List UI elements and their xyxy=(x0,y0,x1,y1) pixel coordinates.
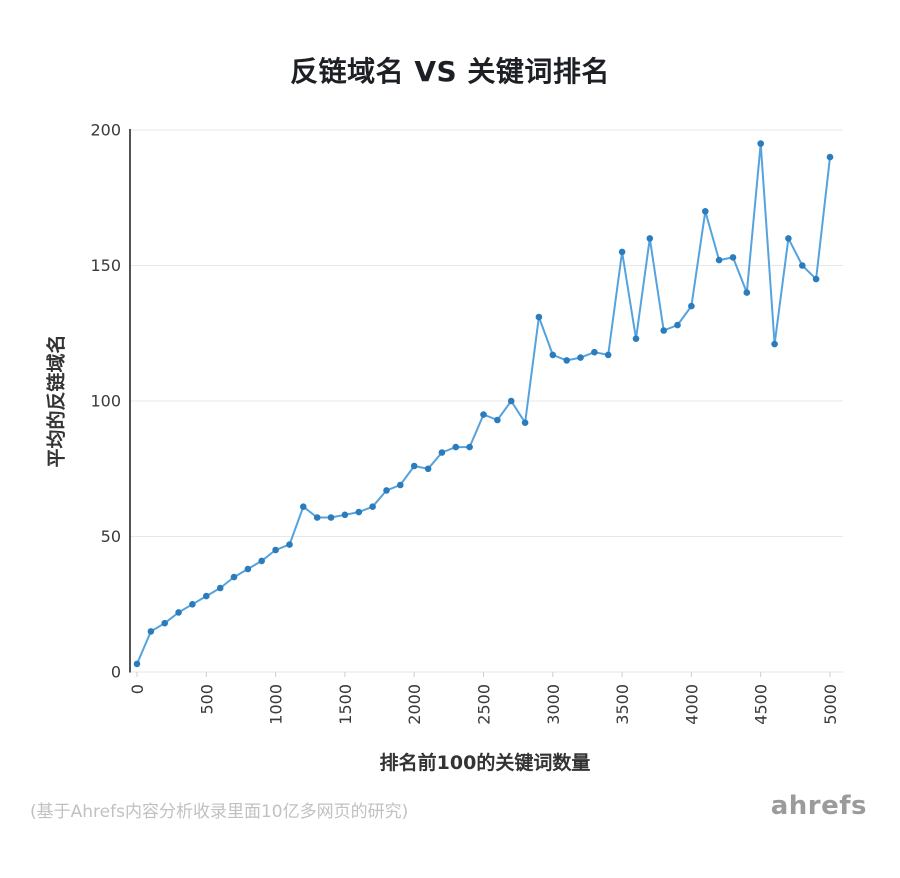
data-point xyxy=(715,256,723,264)
data-point xyxy=(230,573,238,581)
y-tick-label: 200 xyxy=(90,121,121,140)
x-tick-label: 5000 xyxy=(821,684,840,725)
data-point xyxy=(466,443,473,451)
data-point xyxy=(438,449,446,456)
data-point xyxy=(161,619,168,627)
data-point xyxy=(591,348,598,356)
data-point xyxy=(799,262,806,269)
data-point xyxy=(424,465,432,473)
data-point xyxy=(147,628,155,635)
data-point xyxy=(812,275,820,283)
y-tick-label: 50 xyxy=(101,527,121,546)
data-point xyxy=(563,357,570,364)
data-point xyxy=(521,419,529,427)
data-point xyxy=(369,503,376,511)
data-point xyxy=(729,254,737,261)
data-point xyxy=(258,557,266,565)
data-point xyxy=(480,411,487,418)
chart-title: 反链域名 VS 关键词排名 xyxy=(290,55,610,88)
data-point xyxy=(410,462,418,470)
data-point xyxy=(397,481,404,489)
data-point xyxy=(632,335,640,343)
data-point xyxy=(327,514,335,521)
data-point xyxy=(618,248,626,256)
data-point xyxy=(757,140,764,147)
y-tick-label: 0 xyxy=(111,663,121,682)
y-axis-title: 平均的反链域名 xyxy=(45,334,68,468)
data-point xyxy=(785,235,792,242)
data-point xyxy=(549,351,557,359)
data-point xyxy=(286,541,293,548)
data-point xyxy=(743,289,751,296)
data-point xyxy=(507,397,515,405)
x-tick-label: 3500 xyxy=(613,684,632,725)
data-point xyxy=(660,327,667,334)
series-line xyxy=(136,142,831,665)
x-tick-label: 1000 xyxy=(267,684,286,725)
data-point xyxy=(702,208,709,215)
x-tick-label: 3000 xyxy=(544,684,563,725)
data-point xyxy=(604,351,612,359)
data-point xyxy=(341,511,349,519)
y-tick-label: 150 xyxy=(90,256,121,275)
data-point xyxy=(771,340,778,348)
data-point xyxy=(216,584,224,592)
data-point xyxy=(300,503,307,511)
data-point xyxy=(577,354,584,361)
data-point xyxy=(494,416,501,424)
x-tick-label: 0 xyxy=(128,684,147,694)
data-point xyxy=(203,592,210,600)
x-tick-label: 4000 xyxy=(682,684,701,725)
data-point xyxy=(452,443,460,451)
x-tick-label: 2000 xyxy=(405,684,424,725)
data-point xyxy=(646,235,654,242)
x-tick-label: 500 xyxy=(197,684,216,715)
x-tick-label: 1500 xyxy=(336,684,355,725)
source-note: (基于Ahrefs内容分析收录里面10亿多网页的研究) xyxy=(30,802,409,822)
y-tick-label: 100 xyxy=(90,392,121,411)
data-point xyxy=(313,514,321,521)
ahrefs-logo: ahrefs xyxy=(770,791,867,821)
data-point xyxy=(826,153,834,161)
data-point xyxy=(272,546,279,554)
data-point xyxy=(674,321,681,329)
data-point xyxy=(688,302,695,310)
data-point xyxy=(535,313,543,321)
data-point xyxy=(383,487,390,494)
data-point xyxy=(133,660,141,668)
x-tick-label: 4500 xyxy=(752,684,771,725)
data-point xyxy=(189,601,196,608)
x-axis-title: 排名前100的关键词数量 xyxy=(379,752,591,774)
data-point xyxy=(175,609,182,616)
data-point xyxy=(244,565,252,573)
x-tick-label: 2500 xyxy=(475,684,494,725)
data-point xyxy=(355,508,363,516)
